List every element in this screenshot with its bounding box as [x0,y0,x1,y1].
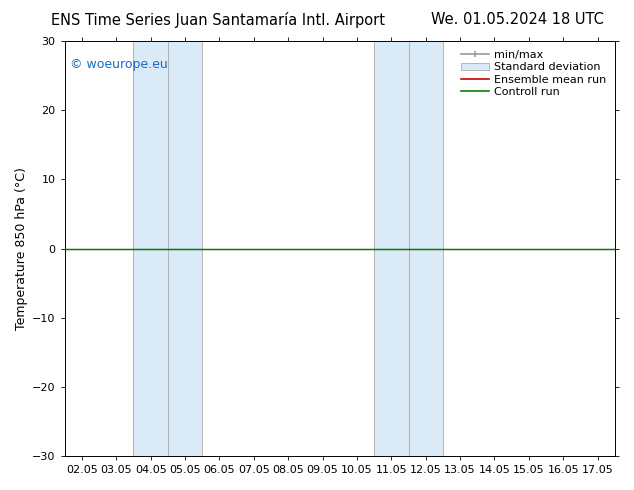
Bar [134,41,202,456]
Y-axis label: Temperature 850 hPa (°C): Temperature 850 hPa (°C) [15,167,28,330]
Text: We. 01.05.2024 18 UTC: We. 01.05.2024 18 UTC [431,12,604,27]
Text: ENS Time Series Juan Santamaría Intl. Airport: ENS Time Series Juan Santamaría Intl. Ai… [51,12,385,28]
Bar [374,41,443,456]
Text: © woeurope.eu: © woeurope.eu [70,58,168,71]
Legend: min/max, Standard deviation, Ensemble mean run, Controll run: min/max, Standard deviation, Ensemble me… [458,47,609,100]
